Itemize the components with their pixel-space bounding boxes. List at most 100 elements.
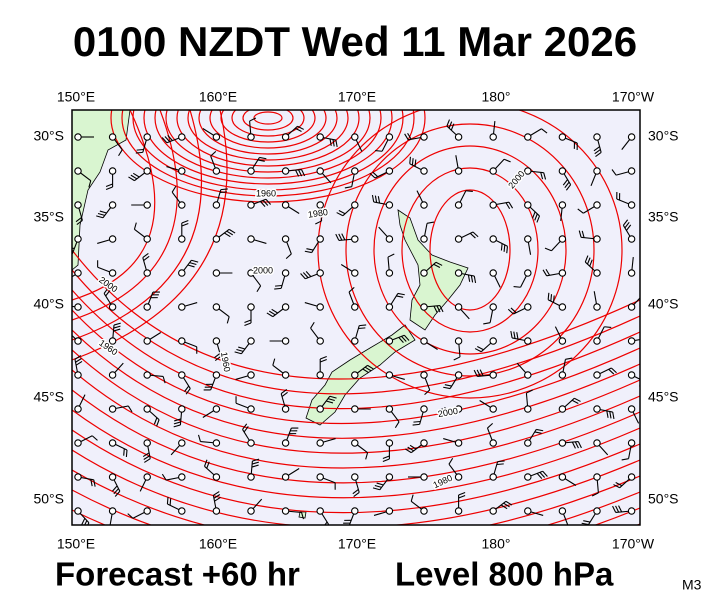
barb-feather: [105, 186, 113, 191]
station: [489, 235, 497, 243]
barb-feather: [407, 446, 414, 452]
station: [558, 167, 567, 175]
barb-feather: [453, 356, 461, 361]
barb-feather: [113, 325, 121, 329]
barb-feather: [404, 133, 409, 141]
barb-feather: [105, 183, 113, 188]
barb-feather: [214, 355, 222, 362]
barb-feather: [272, 358, 276, 366]
contour: [72, 489, 640, 525]
station: [212, 201, 221, 209]
contour-label: 2000: [253, 265, 273, 275]
station: [351, 439, 359, 447]
station: [281, 167, 290, 175]
barb-feather: [365, 452, 369, 460]
contour: [72, 309, 640, 425]
barb-feather: [647, 338, 651, 344]
station: [593, 235, 601, 243]
barb-feather: [377, 196, 381, 204]
barb-feather: [608, 368, 615, 375]
station: [108, 201, 117, 209]
station: [524, 405, 532, 413]
barb-feather: [265, 198, 272, 205]
station: [420, 337, 428, 345]
station: [143, 303, 151, 311]
station: [558, 439, 567, 447]
station: [74, 201, 82, 209]
barb-feather: [611, 367, 617, 374]
barb-feather: [467, 274, 471, 282]
barb-feather: [436, 305, 441, 313]
station: [143, 269, 151, 277]
station: [489, 269, 497, 277]
left-axis-label: 40°S: [33, 296, 64, 312]
station: [627, 507, 636, 515]
station: [351, 167, 359, 175]
barb-feather: [68, 326, 70, 333]
station: [593, 269, 601, 277]
barb-feather: [306, 248, 314, 251]
barb-feather: [409, 156, 411, 164]
station: [351, 507, 359, 515]
station: [524, 167, 532, 175]
barb-feather: [244, 322, 252, 327]
station: [454, 507, 463, 515]
station: [524, 303, 532, 311]
barb-feather: [142, 252, 149, 259]
contour: [187, 110, 349, 161]
station: [247, 235, 255, 243]
barb-feather: [338, 210, 346, 215]
station: [108, 269, 117, 277]
contour: [72, 349, 640, 454]
station: [420, 235, 428, 243]
barb-feather: [256, 285, 262, 293]
station: [316, 507, 324, 515]
station: [74, 167, 82, 175]
barb-feather: [136, 148, 144, 151]
station: [420, 439, 428, 447]
labels: 150°E 160°E 170°E 180° 170°W 150°E 160°E 170°E 1…: [33, 89, 678, 552]
barb-feather: [472, 231, 479, 238]
barb-feather: [268, 310, 276, 316]
contour: [72, 429, 640, 514]
left-axis-label: 35°S: [33, 209, 64, 225]
barb-feather: [594, 149, 601, 155]
barb-feather: [552, 295, 555, 303]
station: [454, 133, 463, 141]
station: [489, 473, 497, 481]
station: [178, 337, 186, 345]
barb-feather: [404, 448, 412, 454]
barb-feather: [271, 308, 278, 314]
barb-feather: [611, 169, 617, 176]
station: [74, 337, 82, 345]
station: [558, 201, 567, 209]
station: [593, 337, 601, 345]
barb-feather: [574, 397, 581, 402]
station: [316, 235, 324, 243]
station: [558, 371, 567, 379]
barb-feather: [612, 505, 617, 513]
station: [74, 473, 82, 481]
station: [420, 167, 428, 175]
station: [316, 269, 324, 277]
station: [524, 507, 532, 515]
barb-feather: [441, 408, 447, 415]
barb-feather: [301, 169, 306, 177]
station: [524, 133, 532, 141]
station: [212, 405, 221, 413]
left-axis-label: 30°S: [33, 128, 64, 144]
station: [385, 303, 394, 311]
station: [108, 133, 117, 141]
station: [351, 201, 359, 209]
station: [178, 371, 186, 379]
barb-feather: [75, 217, 82, 223]
barb-feather: [613, 484, 620, 489]
barb-feather: [326, 400, 334, 404]
station: [178, 269, 186, 277]
station: [212, 473, 221, 481]
barb-feather: [226, 230, 234, 236]
left-axis-label: 45°S: [33, 389, 64, 405]
station: [558, 337, 567, 345]
barb-feather: [224, 232, 231, 238]
